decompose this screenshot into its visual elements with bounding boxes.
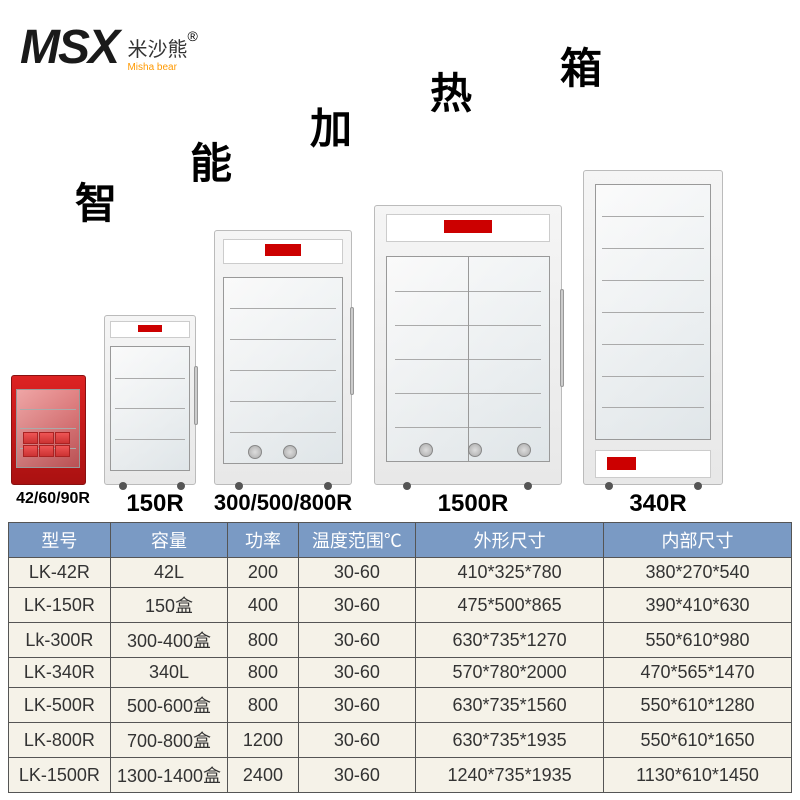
table-row: LK-800R700-800盒120030-60630*735*1935550*… [9, 723, 792, 758]
product-3 [368, 205, 568, 485]
cell: 340L [110, 658, 227, 688]
cell: 30-60 [298, 658, 415, 688]
cell: 300-400盒 [110, 623, 227, 658]
product-label-0: 42/60/90R [3, 490, 103, 508]
cell: 800 [228, 623, 298, 658]
logo-text: MSX [20, 21, 118, 74]
product-0 [8, 375, 88, 485]
cell: 700-800盒 [110, 723, 227, 758]
cell: 630*735*1935 [416, 723, 604, 758]
cell: 30-60 [298, 758, 415, 793]
cell: 380*270*540 [604, 558, 792, 588]
table-row: LK-1500R1300-1400盒240030-601240*735*1935… [9, 758, 792, 793]
title-char-4: 箱 [560, 35, 602, 96]
product-label-1: 150R [115, 490, 195, 518]
cell: LK-800R [9, 723, 111, 758]
cell: 630*735*1560 [416, 688, 604, 723]
logo-cn: 米沙熊 [127, 33, 187, 62]
table-row: LK-500R500-600盒80030-60630*735*1560550*6… [9, 688, 792, 723]
col-header: 内部尺寸 [604, 523, 792, 558]
reg-mark: ® [187, 28, 197, 44]
cell: 30-60 [298, 688, 415, 723]
cell: 1200 [228, 723, 298, 758]
product-lineup: 42/60/90R150R300/500/800R1500R340R [0, 195, 800, 485]
col-header: 型号 [9, 523, 111, 558]
col-header: 外形尺寸 [416, 523, 604, 558]
product-1 [100, 315, 200, 485]
product-label-3: 1500R [418, 490, 528, 518]
cell: 800 [228, 658, 298, 688]
col-header: 温度范围℃ [298, 523, 415, 558]
cell: 410*325*780 [416, 558, 604, 588]
logo-en: Misha bear [127, 62, 197, 73]
cell: 30-60 [298, 588, 415, 623]
cell: 800 [228, 688, 298, 723]
cell: 1240*735*1935 [416, 758, 604, 793]
cell: 200 [228, 558, 298, 588]
col-header: 功率 [228, 523, 298, 558]
cell: LK-42R [9, 558, 111, 588]
cell: 150盒 [110, 588, 227, 623]
brand-logo: MSX 米沙熊® Misha bear [20, 20, 198, 75]
table-row: Lk-300R300-400盒80030-60630*735*1270550*6… [9, 623, 792, 658]
title-char-3: 热 [430, 60, 472, 121]
cell: LK-150R [9, 588, 111, 623]
col-header: 容量 [110, 523, 227, 558]
product-4 [578, 170, 728, 485]
product-2 [208, 230, 358, 485]
cell: LK-340R [9, 658, 111, 688]
cell: 30-60 [298, 558, 415, 588]
spec-table: 型号容量功率温度范围℃外形尺寸内部尺寸LK-42R42L20030-60410*… [8, 522, 792, 793]
table-header-row: 型号容量功率温度范围℃外形尺寸内部尺寸 [9, 523, 792, 558]
cell: 390*410*630 [604, 588, 792, 623]
cell: 550*610*980 [604, 623, 792, 658]
cell: 550*610*1650 [604, 723, 792, 758]
title-char-1: 能 [190, 130, 232, 191]
cell: 470*565*1470 [604, 658, 792, 688]
cell: 475*500*865 [416, 588, 604, 623]
cell: 30-60 [298, 723, 415, 758]
cell: LK-500R [9, 688, 111, 723]
cell: Lk-300R [9, 623, 111, 658]
cell: 42L [110, 558, 227, 588]
title-char-2: 加 [310, 95, 352, 156]
cell: LK-1500R [9, 758, 111, 793]
cell: 1130*610*1450 [604, 758, 792, 793]
cell: 2400 [228, 758, 298, 793]
cell: 30-60 [298, 623, 415, 658]
cell: 400 [228, 588, 298, 623]
product-label-2: 300/500/800R [198, 490, 368, 516]
cell: 500-600盒 [110, 688, 227, 723]
cell: 570*780*2000 [416, 658, 604, 688]
product-label-4: 340R [618, 490, 698, 518]
table-row: LK-150R150盒40030-60475*500*865390*410*63… [9, 588, 792, 623]
cell: 630*735*1270 [416, 623, 604, 658]
cell: 1300-1400盒 [110, 758, 227, 793]
cell: 550*610*1280 [604, 688, 792, 723]
table-row: LK-340R340L80030-60570*780*2000470*565*1… [9, 658, 792, 688]
table-row: LK-42R42L20030-60410*325*780380*270*540 [9, 558, 792, 588]
